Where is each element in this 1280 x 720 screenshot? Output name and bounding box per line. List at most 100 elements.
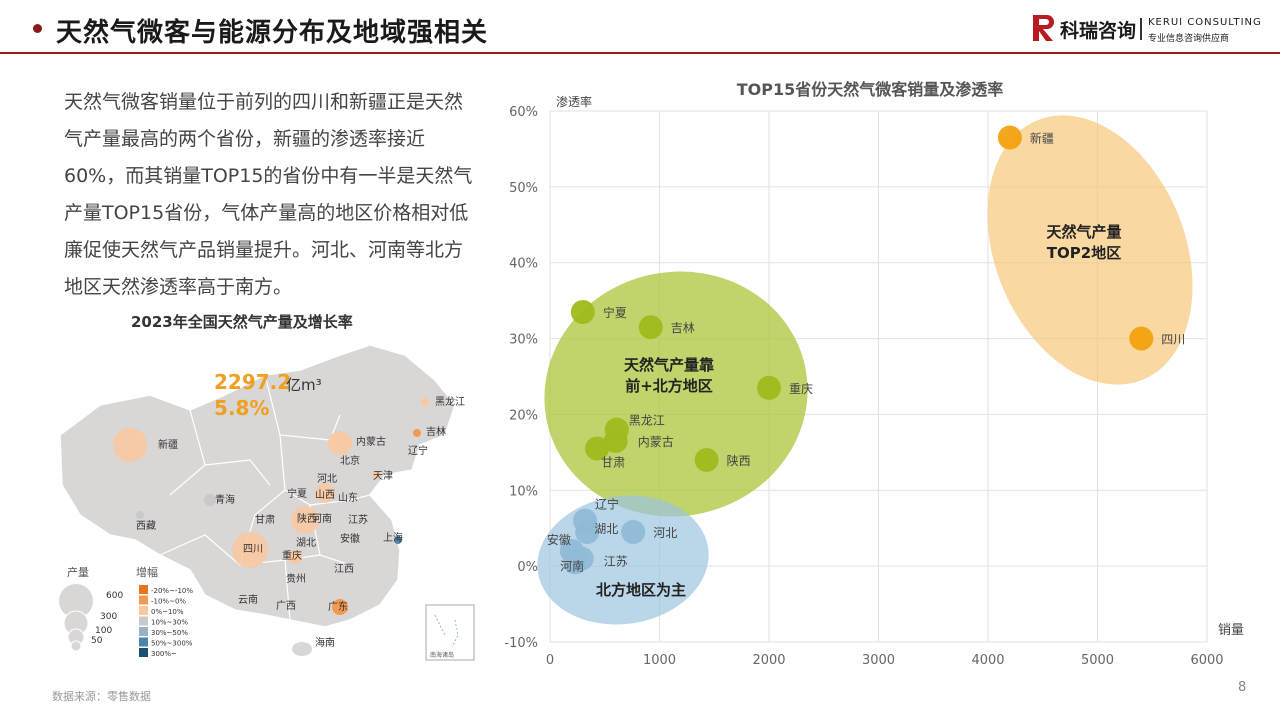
plot-frame xyxy=(549,110,1208,643)
province-label: 海南 xyxy=(315,636,335,649)
scatter-point xyxy=(603,428,628,453)
province-label: 黑龙江 xyxy=(435,395,465,408)
logo-tagline: 专业信息咨询供应商 xyxy=(1148,34,1230,44)
scatter-point xyxy=(604,417,629,442)
x-tick-label: 3000 xyxy=(862,653,895,668)
province-label: 广东 xyxy=(328,600,348,613)
province-label: 陕西 xyxy=(297,512,317,525)
data-source: 数据来源：零售数据 xyxy=(52,690,151,703)
group-label: 天然气产量靠 xyxy=(624,356,714,374)
province-label: 河南 xyxy=(312,512,332,525)
scatter-point xyxy=(575,520,600,545)
growth-legend-swatch xyxy=(139,627,148,636)
south-china-sea-inset xyxy=(425,604,475,661)
y-tick-label: 60% xyxy=(509,105,538,120)
scatter-point xyxy=(563,550,588,575)
group-label: 天然气产量 xyxy=(1046,223,1121,241)
point-label: 安徽 xyxy=(547,532,571,547)
province-label: 贵州 xyxy=(286,572,306,585)
china-map: 黑龙江 吉林 内蒙古 辽宁 新疆 北京 天津 河北 青海 宁夏 山西 山东 甘肃… xyxy=(59,344,475,661)
x-tick-label: 1000 xyxy=(643,653,676,668)
size-legend-label: 300 xyxy=(100,612,117,622)
x-tick-label: 6000 xyxy=(1190,653,1223,668)
province-label: 内蒙古 xyxy=(356,435,386,448)
province-label: 新疆 xyxy=(158,438,178,451)
growth-legend-swatch xyxy=(139,595,148,605)
bubble-shaanxi xyxy=(291,506,319,534)
header: 天然气微客与能源分布及地域强相关 xyxy=(0,0,1280,56)
growth-legend-label: 30%~50% xyxy=(151,629,188,637)
total-production-value: 2297.2 xyxy=(214,370,292,394)
scatter-point xyxy=(694,447,719,472)
bubble-jilin xyxy=(413,429,421,437)
province-label: 云南 xyxy=(238,593,258,606)
point-label: 陕西 xyxy=(727,453,751,468)
group-ellipse xyxy=(987,115,1193,385)
x-tick-label: 5000 xyxy=(1081,653,1114,668)
size-legend-label: 600 xyxy=(106,591,123,601)
growth-legend-swatch xyxy=(139,585,148,594)
x-tick-label: 4000 xyxy=(971,653,1004,668)
bubble-sichuan xyxy=(232,532,268,568)
point-label: 黑龙江 xyxy=(629,414,665,428)
map-hainan xyxy=(292,642,312,656)
group-label: TOP2地区 xyxy=(1047,244,1121,262)
bubble-shanghai xyxy=(394,536,402,544)
size-legend-label: 100 xyxy=(95,626,112,636)
page-title: 天然气微客与能源分布及地域强相关 xyxy=(56,18,489,48)
scatter-point xyxy=(1129,326,1154,351)
point-label: 四川 xyxy=(1161,333,1185,347)
x-axis-label: 销量 xyxy=(1218,623,1244,638)
growth-legend-swatch xyxy=(139,648,148,657)
logo-separator xyxy=(1140,18,1142,40)
growth-legend-swatch xyxy=(139,637,148,647)
growth-legend-label: 50%~300% xyxy=(151,640,193,648)
point-label: 湖北 xyxy=(594,521,618,536)
y-tick-label: 10% xyxy=(509,484,538,499)
province-label: 江苏 xyxy=(348,513,368,526)
y-tick-label: 40% xyxy=(509,257,538,272)
point-label: 吉林 xyxy=(671,321,695,335)
bubble-shanxi xyxy=(315,483,335,503)
bubble-xizang xyxy=(136,511,144,519)
scatter-point xyxy=(570,300,595,325)
province-label: 上海 xyxy=(383,531,403,544)
province-label: 甘肃 xyxy=(255,513,275,526)
y-tick-label: -10% xyxy=(504,636,538,651)
group-ellipse xyxy=(544,271,808,517)
growth-legend-label: 10%~30% xyxy=(151,619,188,627)
inset-label: 南海诸岛 xyxy=(430,651,454,659)
scatter-point xyxy=(997,125,1022,150)
province-label: 辽宁 xyxy=(408,444,428,457)
group-ellipse xyxy=(537,495,709,625)
province-label: 四川 xyxy=(243,544,263,555)
growth-legend-label: 300%~ xyxy=(151,650,177,658)
point-label: 河南 xyxy=(560,558,584,573)
bubble-xinjiang xyxy=(113,428,147,462)
bubble-chongqing xyxy=(288,550,302,564)
y-tick-label: 50% xyxy=(509,181,538,196)
growth-legend-label: -20%~-10% xyxy=(151,587,193,595)
province-label: 北京 xyxy=(340,454,360,467)
province-label: 安徽 xyxy=(340,532,360,545)
province-label: 湖北 xyxy=(296,537,316,549)
bubble-tianjin xyxy=(372,471,380,479)
province-label: 西藏 xyxy=(136,520,156,532)
y-tick-label: 0% xyxy=(517,560,538,575)
point-label: 新疆 xyxy=(1030,131,1054,146)
bubble-heilongjiang xyxy=(421,398,429,406)
scatter-point xyxy=(757,375,781,400)
y-tick-label: 30% xyxy=(509,333,538,348)
map-borders xyxy=(159,374,371,621)
title-bullet xyxy=(33,24,42,33)
bubble-guangdong xyxy=(332,599,348,615)
logo-text-en: KERUI CONSULTING xyxy=(1148,17,1262,28)
group-label: 前+北方地区 xyxy=(625,377,713,395)
scatter-point xyxy=(559,538,584,563)
growth-legend-swatch xyxy=(139,616,148,626)
scatter-point xyxy=(585,436,610,461)
province-label: 重庆 xyxy=(282,549,302,562)
scatter-point xyxy=(621,520,646,545)
x-tick-label: 0 xyxy=(546,653,554,668)
bubble-neimenggu xyxy=(328,431,352,455)
